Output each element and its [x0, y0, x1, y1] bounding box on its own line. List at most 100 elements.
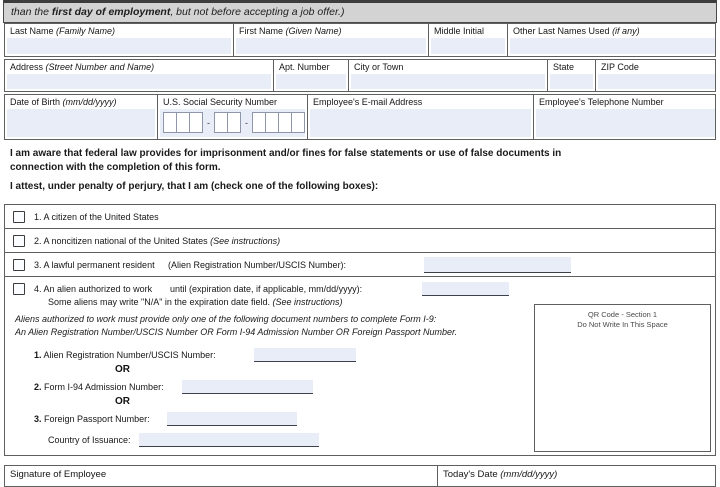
noncitizen-national-see-instructions: (See instructions) — [210, 236, 281, 246]
ssn-label: U.S. Social Security Number — [163, 97, 278, 107]
alien-na-note: Some aliens may write "N/A" in the expir… — [48, 297, 270, 307]
zip-input[interactable] — [598, 74, 715, 89]
apt-number-cell: Apt. Number — [274, 60, 349, 91]
signature-row: Signature of Employee Today's Date (mm/d… — [4, 465, 716, 487]
first-name-cell: First Name (Given Name) — [234, 24, 429, 56]
penalty-warning-line1: I am aware that federal law provides for… — [10, 148, 562, 159]
dob-input[interactable] — [7, 109, 155, 137]
banner-text-bold: first day of employment — [51, 6, 171, 18]
citizen-checkbox[interactable] — [13, 211, 25, 223]
middle-initial-input[interactable] — [431, 38, 505, 54]
ssn-cell: U.S. Social Security Number - - — [158, 95, 308, 139]
ssn-digit-input[interactable] — [291, 112, 305, 133]
penalty-warning-line2: connection with the completion of this f… — [10, 161, 221, 173]
permanent-resident-checkbox[interactable] — [13, 259, 25, 271]
ssn-digit-boxes: - - — [163, 112, 305, 133]
state-label: State — [553, 62, 575, 72]
i94-number-label: Form I-94 Admission Number: — [44, 382, 164, 392]
attestation-statement: I attest, under penalty of perjury, that… — [10, 181, 379, 192]
other-names-hint: (if any) — [612, 26, 640, 36]
name-row: Last Name (Family Name) First Name (Give… — [4, 23, 716, 57]
i94-number-input[interactable] — [182, 380, 313, 394]
signature-cell: Signature of Employee — [5, 466, 438, 486]
alien-authorized-checkbox[interactable] — [13, 283, 25, 295]
todays-date-label: Today's Date — [443, 469, 498, 480]
email-cell: Employee's E-mail Address — [308, 95, 534, 139]
ssn-digit-input[interactable] — [227, 112, 241, 133]
other-names-label: Other Last Names Used — [513, 26, 610, 36]
qr-code-note: Do Not Write In This Space — [577, 319, 668, 329]
permanent-resident-label: 3. A lawful permanent resident — [34, 260, 155, 270]
alien-expiration-date-input[interactable] — [422, 282, 509, 296]
last-name-label: Last Name — [10, 26, 54, 36]
city-label: City or Town — [354, 62, 404, 72]
or-separator-1: OR — [115, 364, 130, 375]
citizenship-option-3-row: 3. A lawful permanent resident (Alien Re… — [4, 252, 716, 277]
foreign-passport-input[interactable] — [167, 412, 297, 426]
qr-code-box: QR Code - Section 1 Do Not Write In This… — [534, 304, 711, 452]
first-name-label: First Name — [239, 26, 284, 36]
country-of-issuance-label: Country of Issuance: — [48, 435, 131, 445]
noncitizen-national-checkbox[interactable] — [13, 235, 25, 247]
citizenship-option-1-row: 1. A citizen of the United States — [4, 204, 716, 229]
permanent-resident-uscis-input[interactable] — [424, 257, 571, 273]
ssn-dash: - — [245, 117, 248, 128]
email-label: Employee's E-mail Address — [313, 97, 423, 107]
ssn-digit-input[interactable] — [189, 112, 203, 133]
penalty-warning: I am aware that federal law provides for… — [10, 147, 561, 174]
ssn-digit-input[interactable] — [176, 112, 190, 133]
alien-reg-number-label: Alien Registration Number/USCIS Number: — [43, 350, 216, 360]
phone-label: Employee's Telephone Number — [539, 97, 664, 107]
alien-reg-number-num: 1. — [34, 350, 42, 360]
last-name-hint: (Family Name) — [56, 26, 116, 36]
dob-cell: Date of Birth (mm/dd/yyyy) — [5, 95, 158, 139]
ssn-digit-input[interactable] — [214, 112, 228, 133]
apt-number-input[interactable] — [276, 74, 346, 89]
state-select[interactable] — [550, 74, 593, 89]
signature-label: Signature of Employee — [10, 469, 107, 480]
contact-row: Date of Birth (mm/dd/yyyy) U.S. Social S… — [4, 94, 716, 140]
address-input[interactable] — [7, 74, 271, 89]
foreign-passport-num: 3. — [34, 414, 42, 424]
email-input[interactable] — [310, 109, 531, 137]
banner-text-pre: than the — [11, 6, 52, 18]
first-name-input[interactable] — [236, 38, 426, 54]
ssn-dash: - — [207, 117, 210, 128]
permanent-resident-uscis-label: (Alien Registration Number/USCIS Number)… — [168, 260, 347, 270]
address-label: Address — [10, 62, 44, 72]
first-name-hint: (Given Name) — [285, 26, 342, 36]
aliens-document-note-line2: An Alien Registration Number/USCIS Numbe… — [15, 327, 458, 337]
city-input[interactable] — [351, 74, 545, 89]
or-separator-2: OR — [115, 396, 130, 407]
zip-label: ZIP Code — [601, 62, 639, 72]
last-name-input[interactable] — [7, 38, 231, 54]
country-of-issuance-input[interactable] — [139, 433, 319, 447]
ssn-digit-input[interactable] — [252, 112, 266, 133]
ssn-digit-input[interactable] — [265, 112, 279, 133]
alien-authorized-until-label: until (expiration date, if applicable, m… — [170, 284, 363, 294]
alien-reg-number-input[interactable] — [254, 348, 356, 362]
phone-input[interactable] — [536, 109, 715, 137]
i94-number-num: 2. — [34, 382, 42, 392]
middle-initial-cell: Middle Initial — [429, 24, 508, 56]
citizen-option-label: 1. A citizen of the United States — [34, 212, 159, 222]
ssn-digit-input[interactable] — [163, 112, 177, 133]
citizenship-option-2-row: 2. A noncitizen national of the United S… — [4, 228, 716, 253]
address-row: Address (Street Number and Name) Apt. Nu… — [4, 59, 716, 92]
instruction-banner: than the first day of employment, but no… — [3, 0, 717, 23]
zip-cell: ZIP Code — [596, 60, 717, 91]
apt-number-label: Apt. Number — [279, 62, 330, 72]
state-cell: State — [548, 60, 596, 91]
foreign-passport-label: Foreign Passport Number: — [44, 414, 150, 424]
other-names-input[interactable] — [510, 38, 715, 54]
other-names-cell: Other Last Names Used (if any) — [508, 24, 717, 56]
aliens-document-note-line1: Aliens authorized to work must provide o… — [15, 314, 437, 324]
dob-hint: (mm/dd/yyyy) — [62, 97, 117, 107]
banner-text-post: , but not before accepting a job offer.) — [170, 6, 345, 18]
ssn-digit-input[interactable] — [278, 112, 292, 133]
address-cell: Address (Street Number and Name) — [5, 60, 274, 91]
phone-cell: Employee's Telephone Number — [534, 95, 717, 139]
todays-date-cell: Today's Date (mm/dd/yyyy) — [438, 466, 717, 486]
middle-initial-label: Middle Initial — [434, 26, 485, 36]
last-name-cell: Last Name (Family Name) — [5, 24, 234, 56]
